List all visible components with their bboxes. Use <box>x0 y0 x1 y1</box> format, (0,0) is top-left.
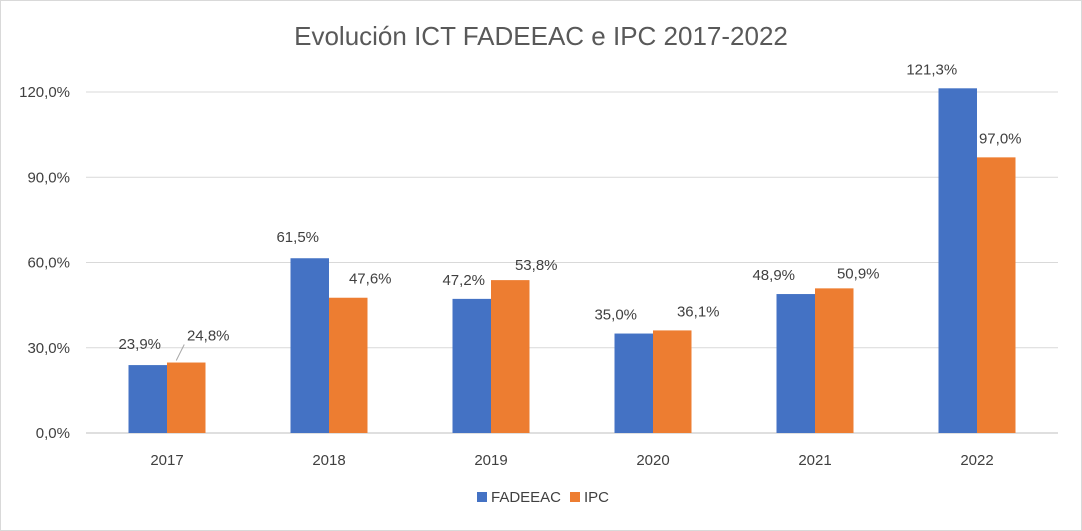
data-label-fadeeac-2017: 23,9% <box>118 336 161 353</box>
y-tick-label: 30,0% <box>27 340 70 357</box>
data-label-ipc-2022: 97,0% <box>979 130 1022 147</box>
bar-fadeeac-2020 <box>614 333 653 433</box>
bar-ipc-2021 <box>815 288 854 433</box>
x-tick-label: 2017 <box>150 452 183 469</box>
data-label-ipc-2019: 53,8% <box>515 257 558 274</box>
data-label-ipc-2021: 50,9% <box>837 265 880 282</box>
data-label-fadeeac-2018: 61,5% <box>276 229 319 246</box>
x-tick-label: 2019 <box>474 452 507 469</box>
legend-label-ipc: IPC <box>584 489 609 506</box>
data-label-fadeeac-2019: 47,2% <box>442 272 485 289</box>
bar-fadeeac-2022 <box>938 88 977 433</box>
x-tick-label: 2021 <box>798 452 831 469</box>
data-label-fadeeac-2020: 35,0% <box>594 307 637 324</box>
legend-swatch-ipc <box>570 492 580 502</box>
bar-fadeeac-2019 <box>452 298 491 433</box>
legend-swatch-fadeeac <box>477 492 487 502</box>
data-label-ipc-2018: 47,6% <box>349 271 392 288</box>
y-tick-label: 90,0% <box>27 169 70 186</box>
data-label-fadeeac-2022: 121,3% <box>906 61 957 78</box>
y-tick-label: 60,0% <box>27 255 70 272</box>
bar-fadeeac-2017 <box>128 365 167 433</box>
x-tick-label: 2022 <box>960 452 993 469</box>
data-label-ipc-2017: 24,8% <box>187 328 230 345</box>
bar-ipc-2019 <box>491 280 530 433</box>
x-tick-label: 2020 <box>636 452 669 469</box>
bar-ipc-2020 <box>653 330 692 433</box>
legend-label-fadeeac: FADEEAC <box>491 489 561 506</box>
data-label-leader-line <box>175 344 185 361</box>
bar-ipc-2018 <box>329 297 368 433</box>
data-label-fadeeac-2021: 48,9% <box>752 267 795 284</box>
bar-fadeeac-2021 <box>776 294 815 433</box>
y-tick-label: 0,0% <box>36 425 70 442</box>
chart-title: Evolución ICT FADEEAC e IPC 2017-2022 <box>294 21 788 51</box>
x-tick-label: 2018 <box>312 452 345 469</box>
y-tick-label: 120,0% <box>19 84 70 101</box>
bar-fadeeac-2018 <box>290 258 329 433</box>
bar-ipc-2022 <box>977 157 1016 433</box>
data-label-ipc-2020: 36,1% <box>677 303 720 320</box>
bar-ipc-2017 <box>167 362 206 433</box>
